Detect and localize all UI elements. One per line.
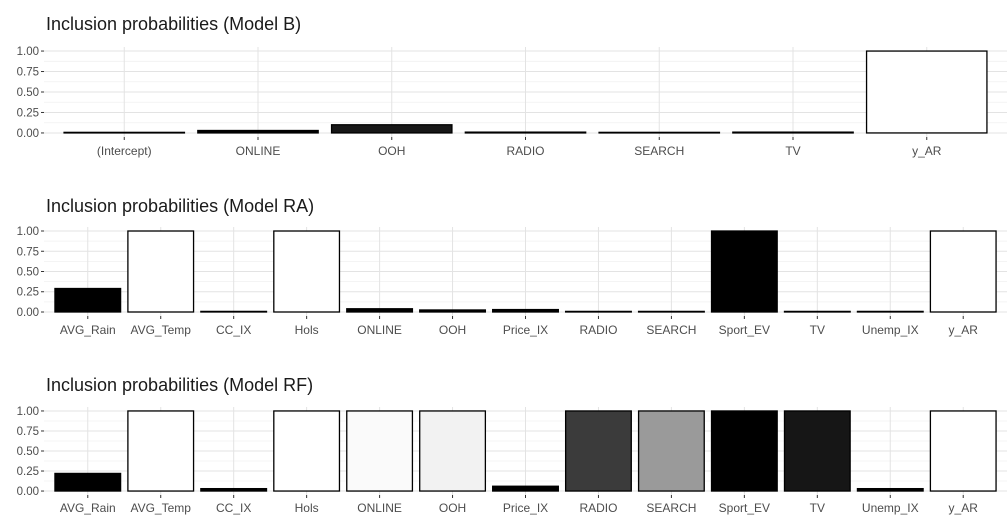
x-tick-label: ONLINE xyxy=(236,144,281,158)
bar-y_AR xyxy=(929,410,997,492)
y-tick-label: 0.50 xyxy=(17,87,39,99)
y-tick-label: 0.50 xyxy=(17,446,39,458)
x-tick-label: AVG_Temp xyxy=(130,501,191,515)
x-tick-label: (Intercept) xyxy=(97,144,152,158)
x-tick-label: Sport_EV xyxy=(719,323,770,337)
y-tick-label: 0.00 xyxy=(17,486,39,498)
bar-OOH xyxy=(419,410,487,492)
x-tick-label: Hols xyxy=(295,323,319,337)
x-tick-label: OOH xyxy=(439,323,466,337)
chart-title: Inclusion probabilities (Model RA) xyxy=(46,196,314,216)
x-tick-label: ONLINE xyxy=(357,501,402,515)
bar-ONLINE xyxy=(197,129,319,134)
x-tick-label: Unemp_IX xyxy=(862,323,919,337)
bar-Hols xyxy=(273,230,341,313)
x-tick-label: RADIO xyxy=(579,323,617,337)
chart-title: Inclusion probabilities (Model RF) xyxy=(46,375,313,395)
y-tick-label: 0.75 xyxy=(17,67,39,79)
y-tick-label: 0.00 xyxy=(17,128,39,140)
chart-panel-3: Inclusion probabilities (Model RF) 0.00 0.… xyxy=(17,375,1007,515)
bar-y_AR xyxy=(929,230,997,313)
x-tick-label: AVG_Temp xyxy=(130,323,191,337)
x-tick-label: SEARCH xyxy=(634,144,684,158)
bar-Unemp_IX xyxy=(856,487,924,492)
bar-Hols xyxy=(273,410,341,492)
x-tick-label: Unemp_IX xyxy=(862,501,919,515)
x-tick-label: Price_IX xyxy=(503,501,548,515)
x-tick-label: RADIO xyxy=(506,144,544,158)
bar-Sport_EV xyxy=(710,410,778,492)
bar-OOH xyxy=(330,124,453,134)
y-tick-label: 1.00 xyxy=(17,406,39,418)
bar-SEARCH xyxy=(637,310,705,313)
x-tick-label: AVG_Rain xyxy=(60,323,116,337)
bar-ONLINE xyxy=(346,308,414,313)
bar-TV xyxy=(732,131,854,134)
x-tick-label: OOH xyxy=(378,144,405,158)
bar-y_AR xyxy=(865,50,988,134)
bar-SEARCH xyxy=(637,410,705,492)
y-tick-label: 0.50 xyxy=(17,267,39,279)
bar-RADIO xyxy=(564,410,632,492)
x-tick-label: CC_IX xyxy=(216,323,251,337)
chart-panel-1: Inclusion probabilities (Model B) 0.00 0.2… xyxy=(17,14,1007,158)
bar-CC_IX xyxy=(200,310,268,313)
bar-OOH xyxy=(419,309,487,313)
bar-TV xyxy=(783,310,851,313)
bar-AVG_Temp xyxy=(127,230,195,313)
y-tick-label: 1.00 xyxy=(17,226,39,238)
x-tick-label: y_AR xyxy=(912,144,942,158)
x-tick-label: ONLINE xyxy=(357,323,402,337)
x-tick-label: y_AR xyxy=(949,501,979,515)
bar-ONLINE xyxy=(346,410,414,492)
y-tick-label: 0.00 xyxy=(17,307,39,319)
bar-(Intercept) xyxy=(63,131,186,134)
x-tick-label: AVG_Rain xyxy=(60,501,116,515)
y-tick-label: 0.75 xyxy=(17,246,39,258)
bar-TV xyxy=(783,410,851,492)
x-tick-label: RADIO xyxy=(579,501,617,515)
bar-AVG_Rain xyxy=(54,287,122,313)
y-tick-label: 0.25 xyxy=(17,287,39,299)
y-tick-label: 0.75 xyxy=(17,426,39,438)
bar-RADIO xyxy=(464,131,587,134)
y-tick-label: 0.25 xyxy=(17,466,39,478)
chart-title: Inclusion probabilities (Model B) xyxy=(46,14,301,34)
y-tick-label: 0.25 xyxy=(17,107,39,119)
x-tick-label: TV xyxy=(810,501,825,515)
bar-CC_IX xyxy=(200,487,268,492)
chart-panel-2: Inclusion probabilities (Model RA) 0.00 0.… xyxy=(17,196,1007,337)
y-tick-label: 1.00 xyxy=(17,46,39,58)
bar-SEARCH xyxy=(598,131,721,134)
x-tick-label: Sport_EV xyxy=(719,501,770,515)
x-tick-label: SEARCH xyxy=(646,501,696,515)
bar-RADIO xyxy=(564,310,632,313)
bar-Price_IX xyxy=(492,308,559,313)
x-tick-label: OOH xyxy=(439,501,466,515)
x-tick-label: TV xyxy=(810,323,825,337)
bar-AVG_Rain xyxy=(54,472,122,492)
x-tick-label: CC_IX xyxy=(216,501,251,515)
x-tick-label: y_AR xyxy=(949,323,979,337)
x-tick-label: SEARCH xyxy=(646,323,696,337)
bar-Price_IX xyxy=(492,485,559,492)
bar-Sport_EV xyxy=(710,230,778,313)
bar-Unemp_IX xyxy=(856,310,924,313)
x-tick-label: TV xyxy=(785,144,800,158)
x-tick-label: Hols xyxy=(295,501,319,515)
x-tick-label: Price_IX xyxy=(503,323,548,337)
bar-AVG_Temp xyxy=(127,410,195,492)
